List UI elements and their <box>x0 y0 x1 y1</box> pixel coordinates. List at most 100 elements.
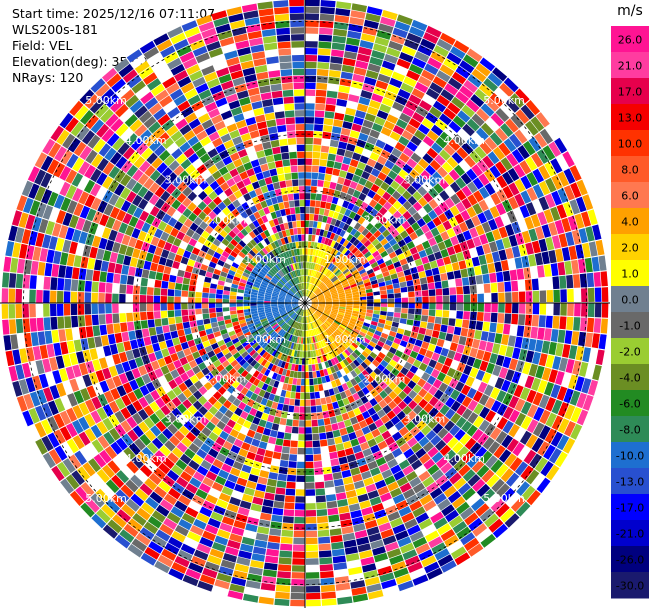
velocity-gate <box>192 437 204 448</box>
velocity-gate <box>306 290 309 297</box>
velocity-gate <box>380 290 387 295</box>
velocity-gate <box>200 459 212 470</box>
velocity-gate <box>344 349 351 357</box>
velocity-gate <box>377 486 390 496</box>
velocity-gate <box>222 553 237 563</box>
velocity-gate <box>352 444 362 454</box>
velocity-gate <box>17 258 26 274</box>
velocity-gate <box>144 393 155 405</box>
velocity-gate <box>162 383 172 393</box>
velocity-gate <box>534 252 544 266</box>
velocity-gate <box>406 32 422 44</box>
velocity-gate <box>352 291 359 296</box>
velocity-gate <box>317 264 322 272</box>
velocity-gate <box>295 322 299 329</box>
velocity-gate <box>339 296 346 300</box>
velocity-gate <box>422 441 434 453</box>
velocity-gate <box>418 388 428 398</box>
velocity-gate <box>182 388 193 399</box>
velocity-gate <box>355 322 363 328</box>
velocity-gate <box>309 330 313 337</box>
velocity-gate <box>428 309 436 317</box>
velocity-gate <box>477 212 488 224</box>
velocity-gate <box>400 353 410 362</box>
velocity-gate <box>419 100 432 112</box>
velocity-gate <box>386 410 396 420</box>
velocity-gate <box>363 477 375 487</box>
velocity-gate <box>341 247 348 255</box>
velocity-gate <box>489 132 503 146</box>
velocity-gate <box>362 83 375 93</box>
velocity-gate <box>213 400 223 410</box>
velocity-gate <box>339 306 346 310</box>
velocity-gate <box>120 322 128 333</box>
velocity-gate <box>322 267 328 274</box>
velocity-gate <box>449 310 457 319</box>
velocity-gate <box>309 283 313 291</box>
velocity-gate <box>119 313 127 323</box>
velocity-gate <box>374 394 383 403</box>
velocity-gate <box>353 303 360 306</box>
velocity-gate <box>324 375 331 383</box>
velocity-gate <box>365 231 373 240</box>
velocity-gate <box>453 477 467 490</box>
velocity-gate <box>254 354 262 362</box>
velocity-gate <box>312 371 317 378</box>
velocity-gate <box>312 277 316 284</box>
velocity-gate <box>369 56 383 67</box>
velocity-gate <box>350 228 358 236</box>
velocity-gate <box>317 412 324 420</box>
velocity-gate <box>406 241 416 250</box>
velocity-gate <box>310 186 317 193</box>
velocity-gate <box>426 130 439 142</box>
velocity-gate <box>453 459 466 472</box>
velocity-gate <box>222 294 230 299</box>
velocity-gate <box>296 315 300 322</box>
velocity-gate <box>323 417 331 426</box>
velocity-gate <box>440 248 449 258</box>
velocity-gate <box>439 444 452 457</box>
velocity-gate <box>508 409 520 423</box>
velocity-gate <box>348 23 363 33</box>
velocity-gate <box>132 400 143 412</box>
velocity-gate <box>113 323 121 334</box>
velocity-gate <box>311 322 315 329</box>
velocity-gate <box>323 289 329 294</box>
velocity-gate <box>437 427 449 439</box>
velocity-gate <box>338 85 351 94</box>
velocity-gate <box>414 314 422 321</box>
velocity-gate <box>330 380 337 388</box>
velocity-gate <box>185 568 201 580</box>
velocity-gate <box>205 372 214 381</box>
velocity-gate <box>209 548 224 559</box>
velocity-gate <box>314 467 323 475</box>
velocity-gate <box>532 184 544 199</box>
velocity-gate <box>459 373 469 384</box>
velocity-gate <box>427 464 440 476</box>
velocity-gate <box>327 254 333 261</box>
velocity-gate <box>341 215 349 223</box>
velocity-gate <box>269 168 278 177</box>
velocity-gate <box>311 303 319 305</box>
velocity-gate <box>246 429 256 438</box>
velocity-gate <box>474 146 487 159</box>
velocity-gate <box>471 498 485 512</box>
velocity-gate <box>293 306 300 311</box>
velocity-gate <box>321 314 328 319</box>
velocity-gate <box>298 330 301 337</box>
velocity-gate <box>255 322 262 328</box>
velocity-gate <box>521 337 530 350</box>
velocity-gate <box>305 137 313 145</box>
velocity-gate <box>311 304 318 307</box>
velocity-gate <box>113 273 121 284</box>
velocity-gate <box>338 141 348 150</box>
velocity-gate <box>490 413 502 427</box>
velocity-gate <box>438 416 450 427</box>
velocity-gate <box>204 561 220 572</box>
velocity-gate <box>448 515 463 528</box>
velocity-gate <box>444 197 455 209</box>
velocity-gate <box>374 434 385 444</box>
velocity-gate <box>241 442 251 451</box>
velocity-gate <box>295 315 299 321</box>
velocity-gate <box>325 494 337 502</box>
